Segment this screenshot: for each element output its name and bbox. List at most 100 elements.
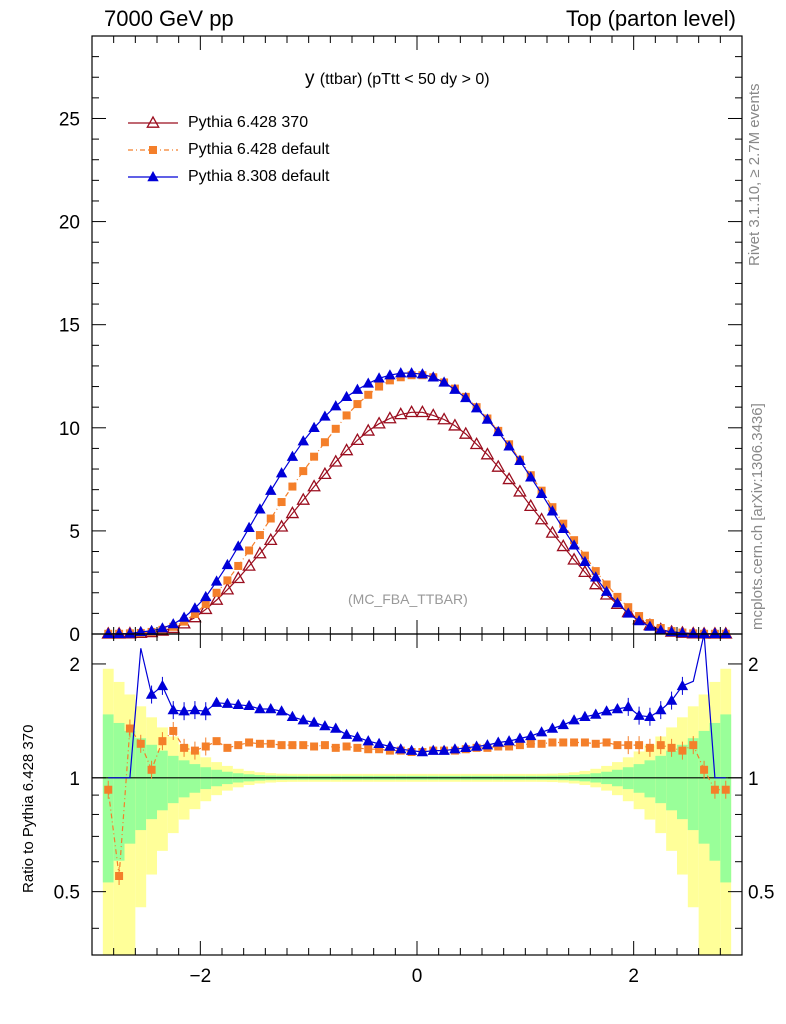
ratio-data-point [505,742,514,751]
data-point [156,622,169,633]
stat-band [167,755,179,804]
stat-band [124,730,136,844]
data-point [720,627,732,638]
ratio-data-point [331,743,340,752]
data-point [223,576,232,585]
stat-band [644,760,656,798]
ratio-data-point [340,728,353,739]
ratio-data-point [201,742,210,751]
data-point [263,532,278,546]
ratio-data-point [351,731,364,742]
data-point [310,452,319,461]
ratio-data-point [265,703,277,714]
ratio-y-tick-label: 1 [69,769,80,790]
legend-entry-label: Pythia 8.308 default [188,168,330,185]
data-point [523,498,538,512]
data-point [698,627,710,638]
ratio-data-point [245,738,254,747]
ratio-data-point [481,739,494,750]
header-left-label: 7000 GeV pp [104,6,234,31]
ratio-data-point [212,737,221,746]
ratio-data-point [622,700,634,712]
ratio-data-point [405,744,418,755]
data-point [364,390,373,399]
ratio-data-point [156,679,169,691]
ratio-data-point [503,735,515,746]
stat-band [655,755,667,804]
stat-band [135,738,147,831]
ratio-data-point [676,679,689,691]
data-point [361,423,376,436]
ratio-data-point [635,741,644,750]
data-point [579,555,591,567]
ratio-data-point [644,710,656,721]
ratio-series-line [108,633,726,779]
x-tick-label: 0 [412,966,423,987]
ratio-data-point [667,743,676,752]
ratio-y-tick-label: 0.5 [748,883,774,904]
ratio-data-point [580,738,589,747]
ratio-data-point [438,744,450,755]
data-point [709,627,721,638]
data-point [231,570,246,584]
data-point [460,391,472,403]
data-point [557,522,569,534]
data-point [209,592,224,605]
ratio-data-point [320,741,329,750]
data-point [297,435,309,446]
ratio-data-point [656,741,665,750]
data-point [362,377,374,388]
data-point [470,402,483,413]
data-point [189,602,201,613]
ratio-data-point [395,743,407,754]
ratio-data-point [319,720,331,731]
stat-band [677,744,688,820]
ratio-data-point [297,714,309,725]
data-point [255,531,264,540]
ratio-y-tick-label: 0.5 [54,883,80,904]
data-point [342,411,351,420]
data-point [383,411,397,424]
series-line [108,372,726,635]
ratio-data-point [624,741,633,750]
x-tick-label: 2 [628,966,639,987]
data-point [210,575,223,586]
data-point [266,514,275,523]
data-point [404,404,419,418]
ratio-data-point [243,699,255,711]
data-point [308,421,320,432]
ratio-data-point [515,741,524,750]
data-point [545,525,560,538]
data-point [265,484,277,495]
ratio-data-point [330,722,342,733]
ratio-data-point [136,739,145,748]
ratio-data-point [665,694,678,705]
ratio-data-point [514,732,526,743]
ratio-data-point [375,745,384,754]
y-tick-label: 25 [59,109,80,130]
data-point [296,492,311,505]
data-point [350,432,365,446]
data-point [221,558,234,570]
ratio-data-point [221,697,234,708]
ratio-data-point [308,716,320,727]
y-tick-label: 10 [59,419,80,440]
data-point [198,601,213,615]
data-point [351,383,364,394]
ratio-data-point [548,738,557,747]
ratio-data-point [145,688,158,699]
data-point [492,425,504,437]
data-point [622,607,634,618]
data-point [580,551,589,560]
ratio-data-point [559,738,568,747]
data-point [405,367,418,378]
plot-title-rest: (ttbar) (pTtt < 50 dy > 0) [319,71,490,88]
ratio-data-point [373,737,385,748]
data-point [687,627,699,638]
data-point [243,521,255,533]
ratio-data-point [710,785,719,794]
stat-band [189,764,201,793]
legend-marker [147,171,159,182]
data-point [624,603,633,612]
data-point [535,487,548,498]
